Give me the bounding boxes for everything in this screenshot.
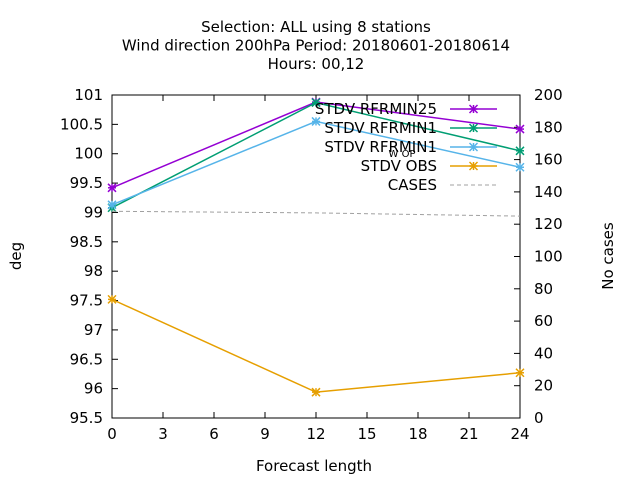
y2-tick-label: 100 — [534, 248, 563, 266]
legend-swatch-marker — [468, 104, 479, 114]
data-point — [311, 387, 321, 397]
y2-tick-label: 160 — [534, 151, 563, 169]
legend-label: STDV RFRMIN1 — [324, 138, 437, 156]
series-line-2 — [111, 120, 521, 206]
y-tick-label: 97.5 — [70, 292, 103, 310]
y-tick-label: 99 — [84, 203, 103, 221]
y2-tick-label: 20 — [534, 377, 553, 395]
x-tick-label: 6 — [209, 425, 219, 443]
data-point — [107, 200, 117, 210]
y2-tick-label: 40 — [534, 344, 553, 362]
tick-labels: 0 3 6 9 12 15 18 21 24 95.5 96 96.5 97 97.5 98 98.5 99 99… — [60, 86, 563, 443]
title-line: Wind direction 200hPa Period: 20180601-2… — [122, 37, 510, 55]
data-point — [311, 98, 321, 108]
legend-swatch-marker — [468, 123, 479, 133]
legend-note: W OP — [389, 149, 416, 160]
data-point — [515, 368, 525, 378]
y2-tick-label: 80 — [534, 280, 553, 298]
y-tick-label: 100.5 — [60, 115, 103, 133]
legend-swatch-marker — [468, 161, 479, 171]
x-axis-label: Forecast length — [256, 457, 372, 475]
x-tick-label: 18 — [408, 425, 427, 443]
x-tick-label: 15 — [357, 425, 376, 443]
y-tick-label: 98.5 — [70, 233, 103, 251]
series-line-4 — [111, 210, 521, 217]
y2-tick-label: 180 — [534, 118, 563, 136]
y2-tick-label: 120 — [534, 215, 563, 233]
legend-label: STDV OBS — [361, 157, 437, 175]
y2-tick-label: 0 — [534, 409, 544, 427]
data-point — [515, 124, 525, 134]
x-tick-label: 12 — [306, 425, 325, 443]
y-tick-label: 95.5 — [70, 409, 103, 427]
y2-tick-label: 200 — [534, 86, 563, 104]
data-point — [107, 183, 117, 193]
x-tick-label: 3 — [158, 425, 168, 443]
plot-frame — [111, 94, 521, 419]
y-tick-label: 96.5 — [70, 350, 103, 368]
y-tick-label: 100 — [74, 145, 103, 163]
data-point — [515, 146, 525, 156]
y2-tick-label: 140 — [534, 183, 563, 201]
title-line: Hours: 00,12 — [268, 55, 365, 73]
y-tick-label: 97 — [84, 321, 103, 339]
x-tick-label: 0 — [107, 425, 117, 443]
data-point — [515, 162, 525, 172]
y-tick-label: 96 — [84, 380, 103, 398]
x-tick-label: 21 — [459, 425, 478, 443]
data-point — [311, 116, 321, 126]
y-axis-label: deg — [7, 242, 25, 270]
legend-label: STDV RFRMIN1 — [324, 119, 437, 137]
y-tick-label: 101 — [74, 86, 103, 104]
legend-label: STDV RFRMIN25 — [315, 100, 437, 118]
legend-label: CASES — [388, 176, 437, 194]
y-tick-label: 99.5 — [70, 174, 103, 192]
y2-axis-label: No cases — [599, 222, 617, 290]
y-tick-label: 98 — [84, 262, 103, 280]
series-group — [107, 97, 525, 397]
legend-swatch-marker — [468, 142, 479, 152]
axes — [111, 94, 521, 419]
x-tick-label: 9 — [260, 425, 270, 443]
x-tick-label: 24 — [510, 425, 529, 443]
title-line: Selection: ALL using 8 stations — [201, 18, 431, 36]
data-point — [107, 294, 117, 304]
y2-tick-label: 60 — [534, 312, 553, 330]
series-line-3 — [111, 298, 521, 393]
